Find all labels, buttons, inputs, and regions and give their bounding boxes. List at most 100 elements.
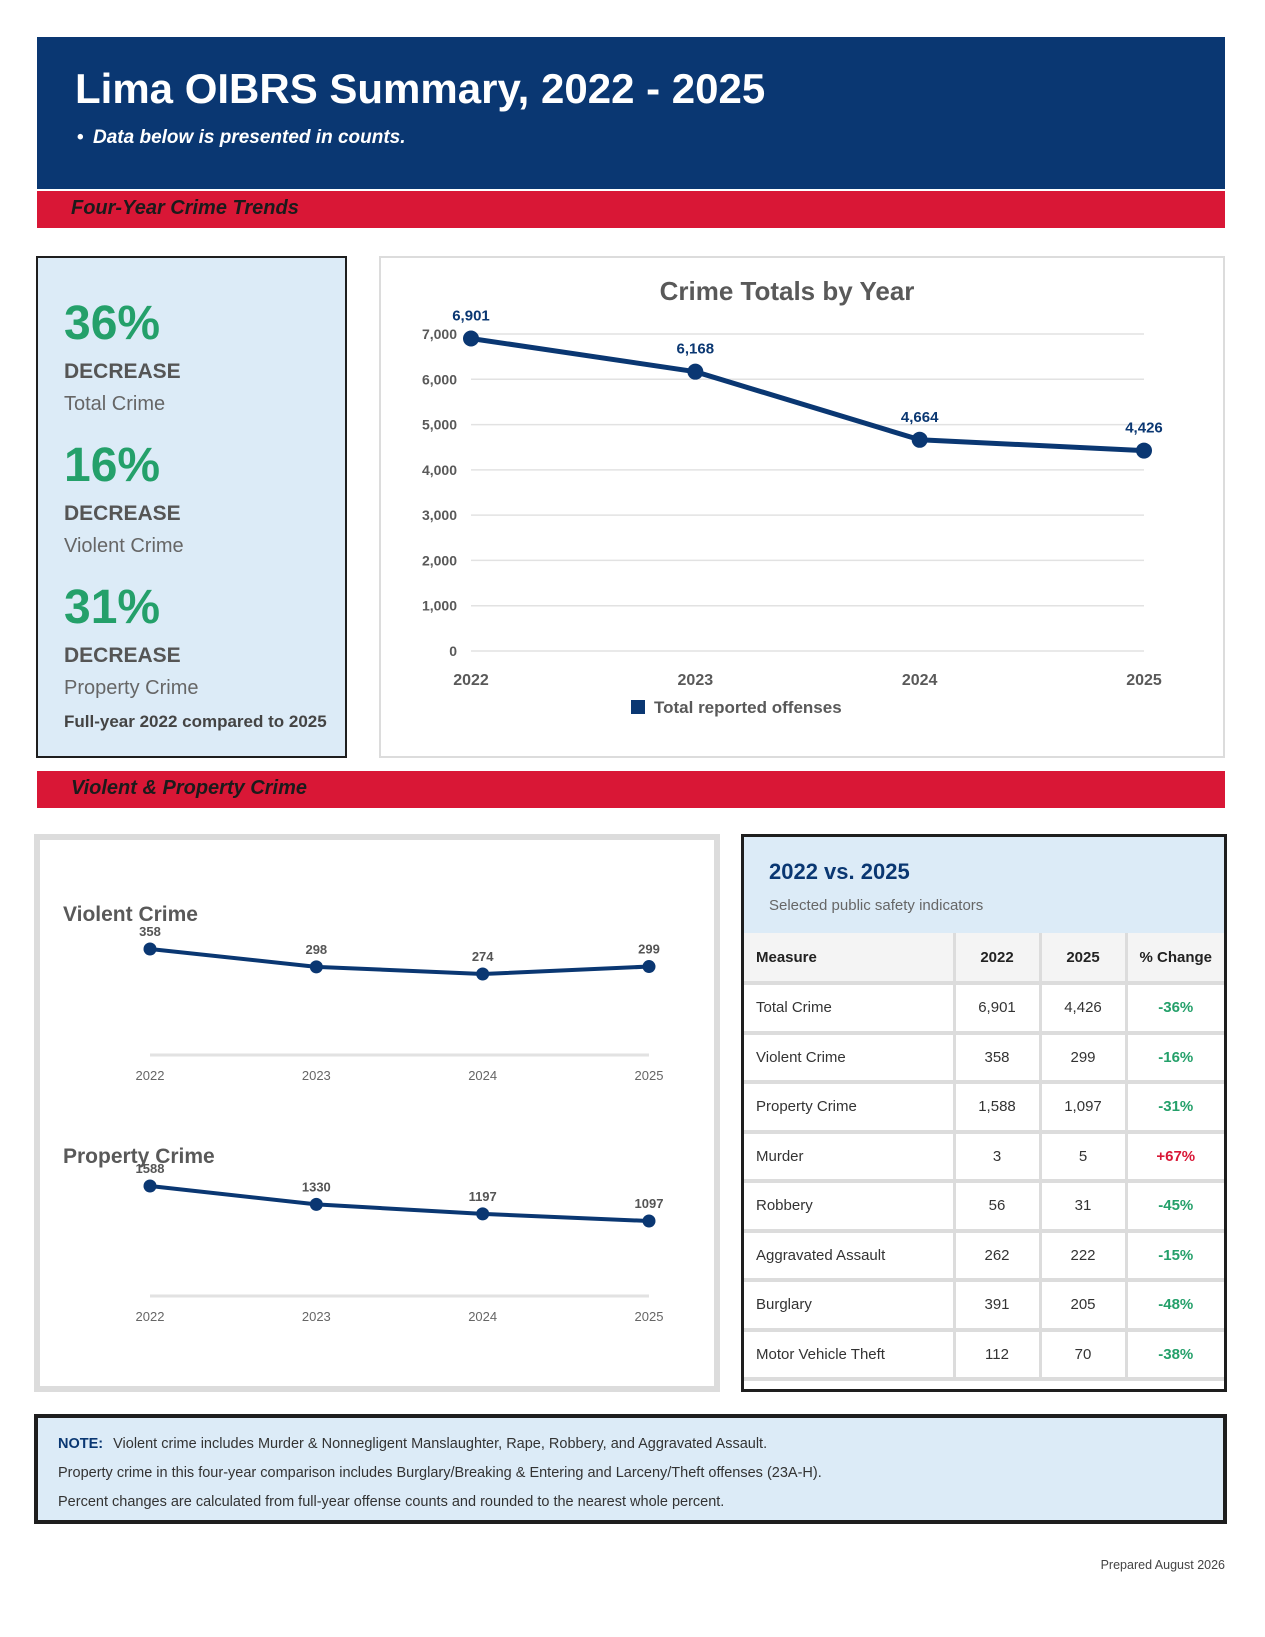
cell-2025: 205 xyxy=(1040,1280,1128,1332)
data-label: 4,664 xyxy=(901,409,939,426)
x-tick-label: 2022 xyxy=(453,672,489,689)
cell-measure: Total Crime xyxy=(744,983,956,1035)
report-subtitle-text: Data below is presented in counts. xyxy=(93,127,406,148)
cell-2022: 391 xyxy=(954,1280,1042,1332)
data-point xyxy=(476,967,490,981)
x-tick-label: 2023 xyxy=(678,672,714,689)
section-band-violent-property: Violent & Property Crime xyxy=(37,771,1225,808)
x-tick-label: 2022 xyxy=(136,1309,165,1324)
legend-label: Total reported offenses xyxy=(654,698,842,717)
cell-change: -45% xyxy=(1126,1181,1224,1233)
bullet-icon: • xyxy=(77,127,84,148)
cell-2022: 1,588 xyxy=(954,1082,1042,1134)
cell-measure: Robbery xyxy=(744,1181,956,1233)
data-label: 4,426 xyxy=(1125,420,1163,437)
x-tick-label: 2025 xyxy=(635,1309,664,1324)
comparison-header: 2022 vs. 2025 Selected public safety ind… xyxy=(744,837,1224,933)
series-line xyxy=(149,1184,650,1223)
cell-2025: 5 xyxy=(1040,1131,1128,1183)
cell-measure: Violent Crime xyxy=(744,1032,956,1084)
report-title: Lima OIBRS Summary, 2022 - 2025 xyxy=(75,65,766,112)
violent-crime-title: Violent Crime xyxy=(63,903,198,926)
cell-2025: 70 xyxy=(1040,1329,1128,1381)
y-tick-label: 3,000 xyxy=(422,507,457,523)
cell-2025: 31 xyxy=(1040,1181,1128,1233)
cell-2022: 6,901 xyxy=(954,983,1042,1035)
table-row: Motor Vehicle Theft 112 70 -38% xyxy=(744,1329,1224,1381)
data-point xyxy=(687,363,704,380)
y-tick-label: 4,000 xyxy=(422,462,457,478)
cell-measure: Burglary xyxy=(744,1280,956,1332)
note-line-1: NOTE: Violent crime includes Murder & No… xyxy=(58,1436,767,1452)
x-tick-label: 2024 xyxy=(468,1309,497,1324)
cell-2022: 3 xyxy=(954,1131,1042,1183)
kpi-percent: 16% xyxy=(64,439,161,492)
data-label: 6,901 xyxy=(452,307,490,324)
table-header-row: Measure 2022 2025 % Change xyxy=(744,933,1224,985)
kpi-panel: 36% DECREASE Total Crime 16% DECREASE Vi… xyxy=(36,256,347,758)
cell-2022: 56 xyxy=(954,1181,1042,1233)
kpi-footnote: Full-year 2022 compared to 2025 xyxy=(64,712,327,731)
data-point xyxy=(463,330,479,347)
data-point xyxy=(309,1197,323,1211)
table-row: Violent Crime 358 299 -16% xyxy=(744,1032,1224,1084)
note-panel: NOTE: Violent crime includes Murder & No… xyxy=(34,1414,1227,1524)
comparison-table: Measure 2022 2025 % Change Total Crime 6,… xyxy=(744,933,1224,1381)
kpi-label: Total Crime xyxy=(64,393,166,415)
cell-measure: Aggravated Assault xyxy=(744,1230,956,1282)
table-row: Total Crime 6,901 4,426 -36% xyxy=(744,983,1224,1035)
cell-change: -31% xyxy=(1126,1082,1224,1134)
cell-2025: 4,426 xyxy=(1040,983,1128,1035)
comparison-subtitle: Selected public safety indicators xyxy=(769,897,984,914)
series-line-total xyxy=(470,336,1145,454)
data-point xyxy=(1136,442,1152,459)
series-line xyxy=(149,947,650,976)
legend-swatch xyxy=(631,700,645,714)
note-line-2: Property crime in this four-year compari… xyxy=(58,1465,822,1481)
violent-property-svg: Violent Crime 2022 2023 2024 2025 358 298 274 29… xyxy=(63,903,664,1324)
y-tick-label: 5,000 xyxy=(422,417,457,433)
comparison-table-panel: 2022 vs. 2025 Selected public safety ind… xyxy=(741,834,1227,1392)
data-point xyxy=(911,431,928,448)
section-band-trends: Four-Year Crime Trends xyxy=(37,191,1225,228)
cell-2022: 262 xyxy=(954,1230,1042,1282)
note-line-3: Percent changes are calculated from full… xyxy=(58,1494,725,1510)
x-tick-label: 2023 xyxy=(302,1309,331,1324)
cell-2022: 112 xyxy=(954,1329,1042,1381)
kpi-percent: 31% xyxy=(64,581,161,634)
data-point xyxy=(642,1214,656,1228)
data-label: 358 xyxy=(139,924,161,939)
kpi-direction: DECREASE xyxy=(64,360,181,383)
report-header: Lima OIBRS Summary, 2022 - 2025 • Data b… xyxy=(37,37,1225,189)
cell-change: -36% xyxy=(1126,983,1224,1035)
cell-measure: Motor Vehicle Theft xyxy=(744,1329,956,1381)
cell-change: -38% xyxy=(1126,1329,1224,1381)
kpi-total-crime: 36% DECREASE Total Crime xyxy=(64,300,181,416)
data-label: 1330 xyxy=(302,1179,331,1194)
prepared-date: Prepared August 2026 xyxy=(1100,1558,1225,1572)
table-row: Murder 3 5 +67% xyxy=(744,1131,1224,1183)
cell-measure: Property Crime xyxy=(744,1082,956,1134)
kpi-violent-crime: 16% DECREASE Violent Crime xyxy=(64,442,184,558)
data-point xyxy=(143,942,157,956)
property-crime-title: Property Crime xyxy=(63,1145,215,1168)
cell-2025: 299 xyxy=(1040,1032,1128,1084)
table-row: Aggravated Assault 262 222 -15% xyxy=(744,1230,1224,1282)
violent-property-charts: Violent Crime 2022 2023 2024 2025 358 298 274 29… xyxy=(34,834,720,1392)
y-tick-label: 7,000 xyxy=(422,326,457,342)
y-tick-label: 1,000 xyxy=(422,598,457,614)
cell-change: -15% xyxy=(1126,1230,1224,1282)
data-label: 1588 xyxy=(136,1161,165,1176)
x-tick-label: 2025 xyxy=(1126,672,1162,689)
kpi-percent: 36% xyxy=(64,297,161,350)
data-point xyxy=(309,960,323,974)
chart-title: Crime Totals by Year xyxy=(660,276,915,306)
x-tick-label: 2022 xyxy=(136,1068,165,1083)
data-label: 1097 xyxy=(635,1196,664,1211)
data-label: 299 xyxy=(638,942,660,957)
x-tick-label: 2023 xyxy=(302,1068,331,1083)
section-title-trends: Four-Year Crime Trends xyxy=(71,197,299,219)
column-header-change: % Change xyxy=(1126,933,1224,985)
x-tick-label: 2025 xyxy=(635,1068,664,1083)
data-point xyxy=(642,960,656,974)
